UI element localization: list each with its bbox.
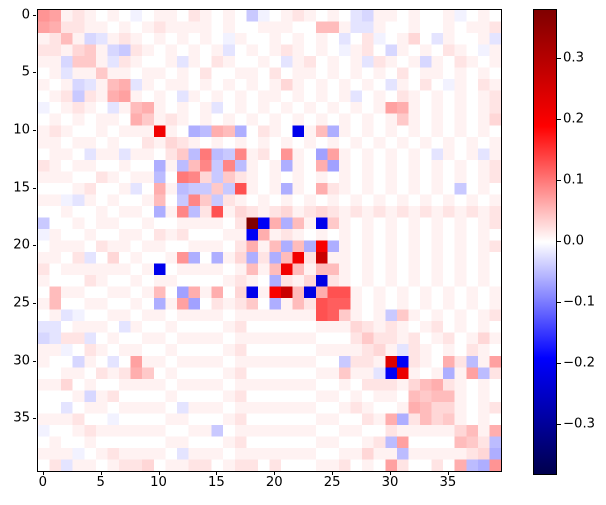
- heatmap-image[interactable]: [38, 10, 501, 471]
- colorbar-tick-label: 0.0: [563, 233, 584, 249]
- y-tick-label: 10: [13, 122, 30, 138]
- colorbar-tick-label: 0.3: [563, 50, 584, 66]
- colorbar-tick-mark: [557, 179, 561, 181]
- colorbar-tick-label: −0.2: [563, 355, 596, 371]
- y-tick-mark: [32, 14, 36, 16]
- x-tick-label: 10: [150, 475, 167, 490]
- colorbar-tick-label: −0.1: [563, 294, 596, 310]
- x-tick-mark: [332, 471, 334, 475]
- y-tick-label: 25: [13, 295, 30, 311]
- colorbar-tick-mark: [557, 118, 561, 120]
- colorbar-tick-label: −0.3: [563, 416, 596, 432]
- colorbar-tick-mark: [557, 302, 561, 304]
- x-tick-label: 5: [96, 475, 105, 490]
- y-tick-mark: [32, 360, 36, 362]
- x-tick-mark: [447, 471, 449, 475]
- colorbar-tick-mark: [557, 57, 561, 59]
- y-tick-mark: [32, 418, 36, 420]
- x-tick-mark: [42, 471, 44, 475]
- x-tick-label: 0: [38, 475, 47, 490]
- x-tick-label: 25: [323, 475, 341, 490]
- colorbar-tick-mark: [557, 363, 561, 365]
- x-tick-label: 20: [265, 475, 283, 490]
- colorbar-tick-mark: [557, 241, 561, 242]
- x-tick-mark: [274, 471, 276, 475]
- x-tick-label: 15: [208, 475, 225, 490]
- heatmap-axes[interactable]: [37, 9, 502, 472]
- y-tick-mark: [32, 72, 36, 74]
- x-tick-mark: [390, 471, 392, 475]
- y-tick-label: 0: [21, 7, 30, 23]
- x-tick-mark: [158, 471, 160, 475]
- y-tick-mark: [32, 302, 36, 304]
- x-tick-label: 35: [439, 475, 457, 490]
- y-tick-mark: [32, 187, 36, 189]
- y-tick-label: 15: [13, 180, 30, 196]
- x-tick-mark: [216, 471, 218, 475]
- y-tick-label: 20: [13, 237, 30, 253]
- colorbar-gradient: [534, 10, 556, 474]
- y-tick-label: 5: [21, 64, 30, 80]
- y-tick-label: 35: [13, 410, 30, 426]
- colorbar-tick-label: 0.1: [563, 172, 584, 188]
- y-tick-mark: [32, 130, 36, 131]
- y-tick-mark: [32, 245, 36, 247]
- y-tick-label: 30: [13, 352, 30, 368]
- colorbar-tick-label: 0.2: [563, 111, 584, 127]
- x-tick-mark: [100, 471, 102, 475]
- colorbar[interactable]: [533, 9, 557, 475]
- colorbar-tick-mark: [557, 424, 561, 426]
- x-tick-label: 30: [381, 475, 399, 490]
